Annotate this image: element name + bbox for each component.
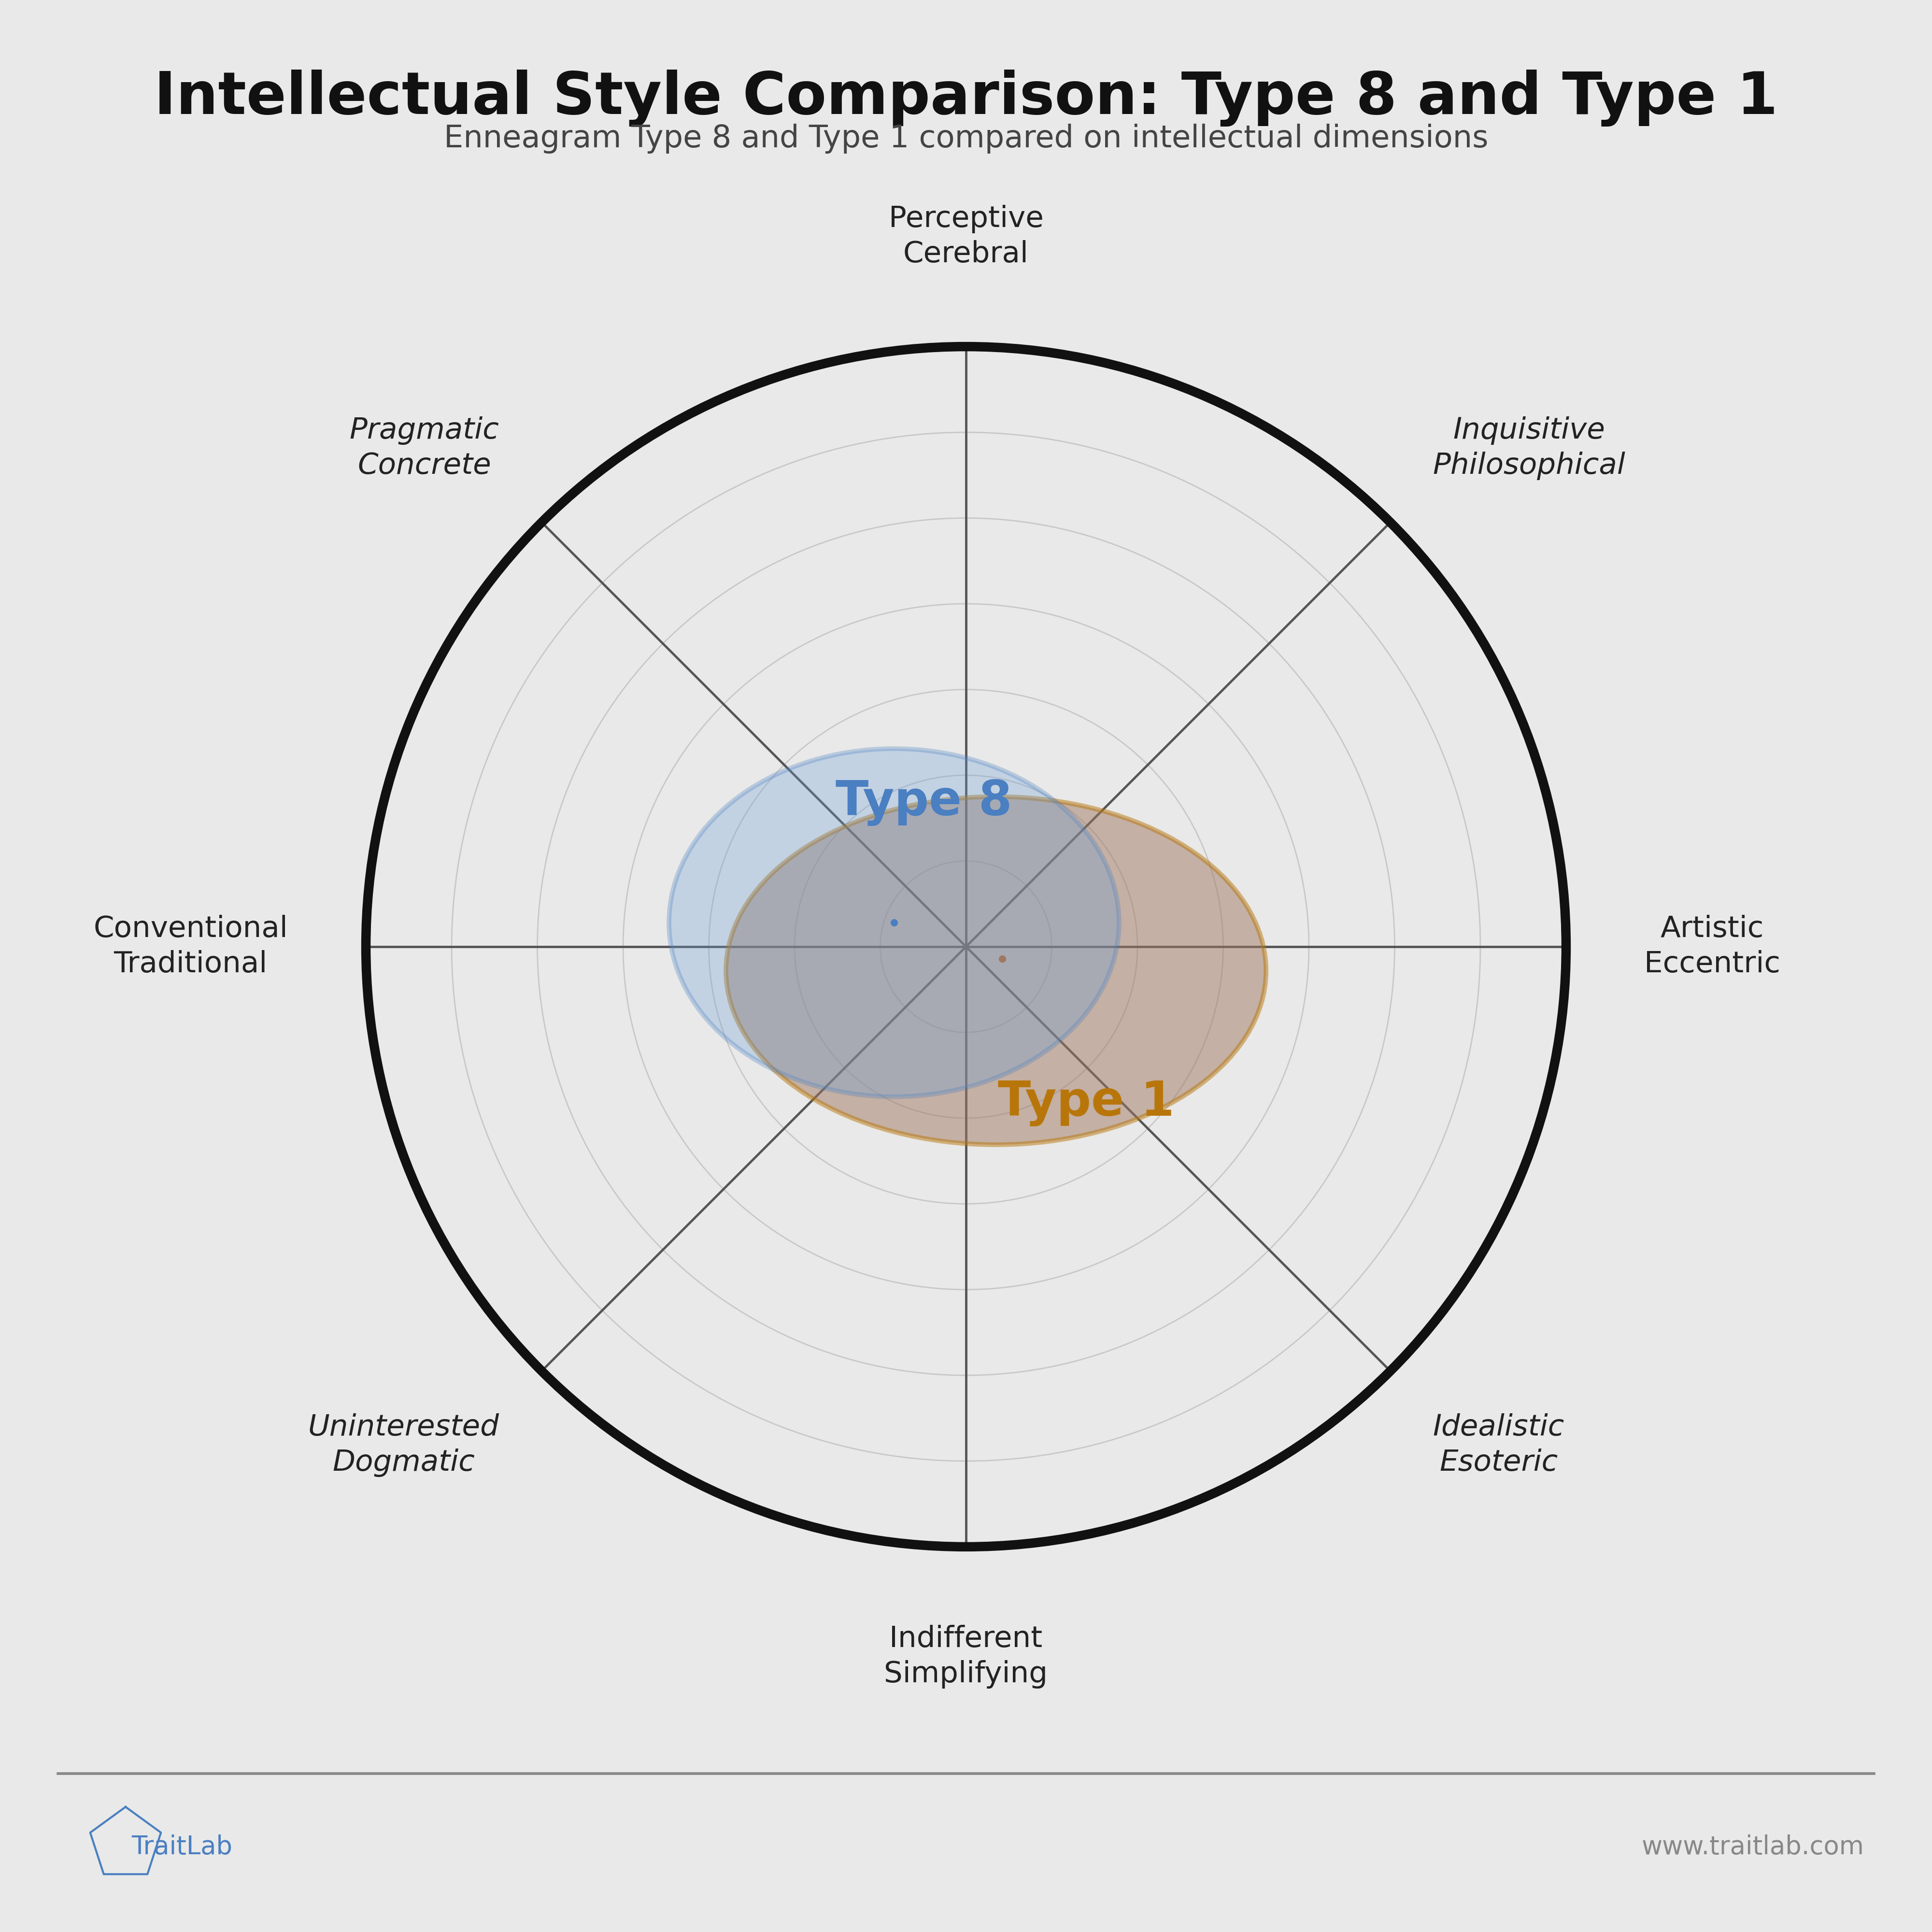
Point: [987, 943, 1018, 974]
Text: Pragmatic
Concrete: Pragmatic Concrete: [350, 415, 498, 479]
Text: Conventional
Traditional: Conventional Traditional: [93, 916, 288, 978]
Text: Indifferent
Simplifying: Indifferent Simplifying: [885, 1625, 1047, 1689]
Ellipse shape: [668, 748, 1119, 1097]
Text: Enneagram Type 8 and Type 1 compared on intellectual dimensions: Enneagram Type 8 and Type 1 compared on …: [444, 124, 1488, 155]
Text: Perceptive
Cerebral: Perceptive Cerebral: [889, 205, 1043, 269]
Point: [879, 908, 910, 939]
Text: Uninterested
Dogmatic: Uninterested Dogmatic: [307, 1414, 498, 1478]
Text: www.traitlab.com: www.traitlab.com: [1642, 1835, 1864, 1859]
Text: TraitLab: TraitLab: [131, 1835, 232, 1859]
Text: Inquisitive
Philosophical: Inquisitive Philosophical: [1434, 415, 1625, 479]
Text: Type 8: Type 8: [837, 779, 1012, 827]
Text: Idealistic
Esoteric: Idealistic Esoteric: [1434, 1414, 1565, 1478]
Ellipse shape: [726, 796, 1265, 1144]
Text: Type 1: Type 1: [997, 1080, 1175, 1126]
Text: Intellectual Style Comparison: Type 8 and Type 1: Intellectual Style Comparison: Type 8 an…: [155, 70, 1777, 128]
Text: Artistic
Eccentric: Artistic Eccentric: [1644, 916, 1779, 978]
